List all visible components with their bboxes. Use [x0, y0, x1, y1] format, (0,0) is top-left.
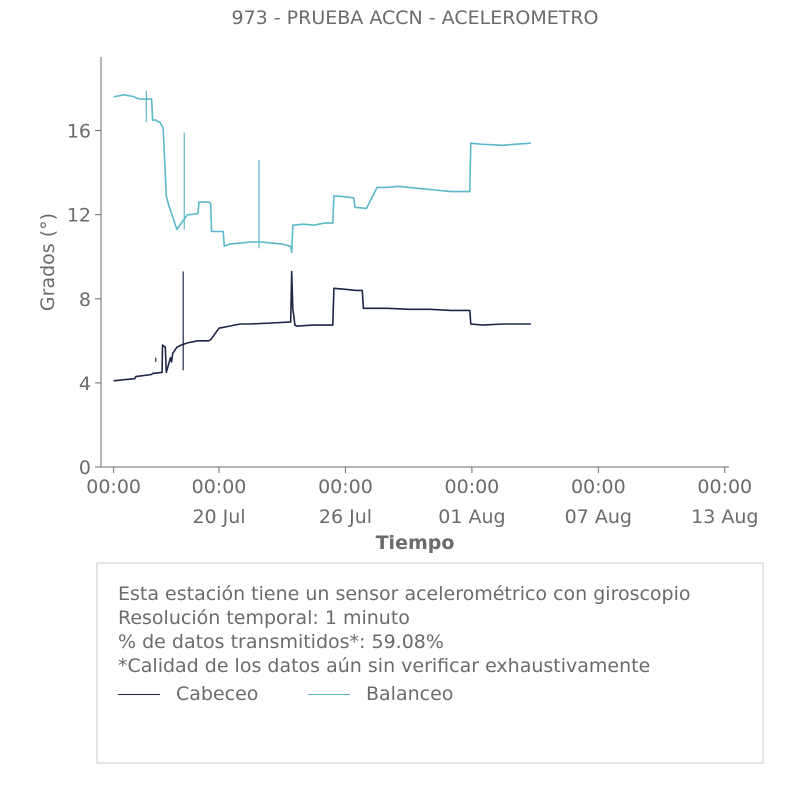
info-resolution: Resolución temporal: 1 minuto [118, 607, 410, 629]
x-tick-date-label: 07 Aug [565, 506, 632, 528]
chart-title: 973 - PRUEBA ACCN - ACELEROMETRO [231, 7, 598, 29]
chart: 973 - PRUEBA ACCN - ACELEROMETRO 0 4 8 12 16… [37, 7, 758, 554]
info-description: Esta estación tiene un sensor aceleromét… [118, 583, 691, 605]
x-tick-label: 00:00 [571, 476, 626, 498]
legend-label-cabeceo: Cabeceo [176, 683, 259, 705]
y-tick-label: 0 [79, 457, 91, 479]
y-axis-label: Grados (°) [37, 213, 59, 311]
x-tick-date-label: 20 Jul [192, 506, 245, 528]
x-tick-date-label: 01 Aug [438, 506, 505, 528]
legend-label-balanceo: Balanceo [366, 683, 454, 705]
x-tick-label: 00:00 [318, 476, 373, 498]
y-tick-label: 4 [79, 373, 91, 395]
series-line-cabeceo [113, 270, 531, 382]
x-tick-label: 00:00 [445, 476, 500, 498]
legend-swatch-balanceo [308, 694, 350, 695]
legend-swatch-cabeceo [118, 694, 160, 695]
x-tick-label: 00:00 [192, 476, 247, 498]
series-line-balanceo [113, 94, 531, 254]
x-tick-label: 00:00 [86, 476, 141, 498]
y-tick-label: 16 [67, 121, 91, 143]
y-tick-label: 8 [79, 289, 91, 311]
info-box: Esta estación tiene un sensor aceleromét… [96, 562, 764, 764]
x-tick-date-label: 26 Jul [319, 506, 372, 528]
x-tick-date-label: 13 Aug [691, 506, 758, 528]
y-tick-label: 12 [67, 205, 91, 227]
info-data-percentage: % de datos transmitidos*: 59.08% [118, 631, 444, 653]
x-axis-label: Tiempo [376, 532, 455, 554]
info-quality-note: *Calidad de los datos aún sin verificar … [118, 655, 651, 677]
x-tick-label: 00:00 [697, 476, 752, 498]
plot-area: 0 4 8 12 16 00:00 00:00 20 Jul 00:00 26 Jul 00:00 0… [67, 57, 758, 528]
